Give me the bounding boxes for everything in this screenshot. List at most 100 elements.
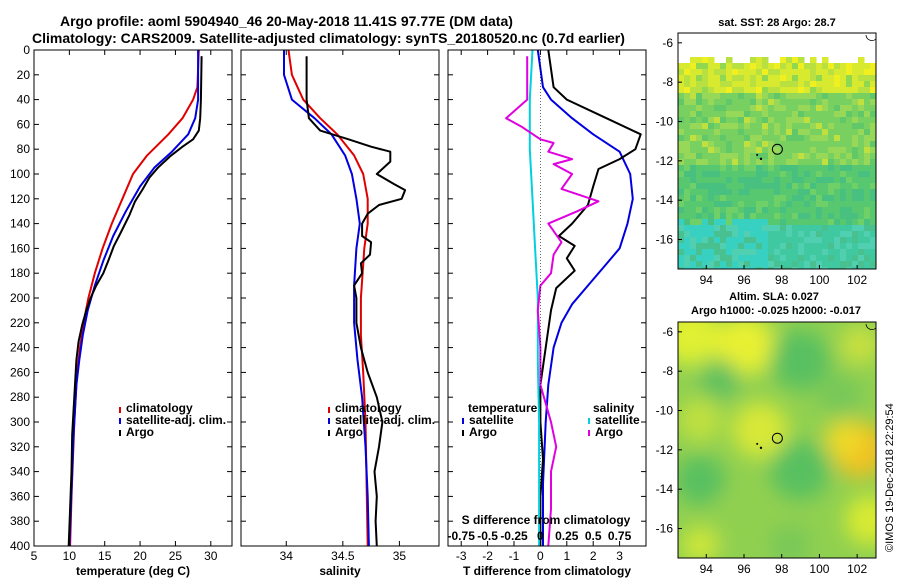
- sst-cell: [702, 75, 709, 82]
- sst-cell: [690, 57, 697, 64]
- sst-cell: [798, 57, 805, 64]
- sst-cell: [798, 123, 805, 130]
- sst-cell: [816, 183, 823, 190]
- sst-cell: [720, 261, 727, 268]
- sst-cell: [858, 147, 865, 154]
- sst-cell: [762, 201, 769, 208]
- sst-cell: [792, 201, 799, 208]
- sst-cell: [804, 93, 811, 100]
- sst-cell: [768, 75, 775, 82]
- sst-cell: [858, 117, 865, 124]
- sst-cell: [762, 81, 769, 88]
- sst-cell: [720, 153, 727, 160]
- sst-cell: [858, 105, 865, 112]
- sst-cell: [720, 75, 727, 82]
- sst-cell: [762, 99, 769, 106]
- sst-cell: [792, 195, 799, 202]
- sst-cell: [774, 237, 781, 244]
- sst-cell: [792, 129, 799, 136]
- sst-cell: [696, 111, 703, 118]
- credit-text: ©IMOS 19-Dec-2018 22:29:54: [884, 403, 896, 552]
- sst-cell: [780, 111, 787, 118]
- legend-temperature-heading: temperature: [468, 401, 538, 415]
- sst-cell: [714, 267, 721, 269]
- sst-cell: [750, 213, 757, 220]
- y-tick-label: 180: [10, 266, 30, 280]
- temperature-axes-frame: [33, 49, 233, 547]
- difference-s-xlabel: S difference from climatology: [462, 513, 631, 527]
- sst-cell: [870, 213, 876, 220]
- sst-cell: [732, 69, 739, 76]
- temperature-ticks: 5 10 15 20 25 3002040608010012014016018020022…: [10, 43, 232, 563]
- sst-cell: [834, 105, 841, 112]
- sst-cell: [846, 117, 853, 124]
- sst-cell: [750, 231, 757, 238]
- sst-cell: [714, 201, 721, 208]
- sst-cell: [798, 81, 805, 88]
- sst-cell: [804, 201, 811, 208]
- sst-cell: [732, 201, 739, 208]
- sst-cell: [744, 141, 751, 148]
- sst-cell: [684, 189, 691, 196]
- sst-cell: [750, 129, 757, 136]
- sst-cell: [702, 267, 709, 269]
- sst-cell: [678, 267, 685, 269]
- sst-cell: [744, 237, 751, 244]
- sst-cell: [702, 249, 709, 256]
- sst-cell: [702, 105, 709, 112]
- y-tick-label: 80: [17, 142, 31, 156]
- sst-cell: [702, 225, 709, 232]
- sst-cell: [834, 147, 841, 154]
- sst-cell: [858, 75, 865, 82]
- sst-cell: [846, 171, 853, 178]
- sla-heatmap: [678, 322, 876, 558]
- sst-cell: [744, 171, 751, 178]
- sst-cell: [744, 201, 751, 208]
- sst-cell: [834, 249, 841, 256]
- sst-cell: [750, 189, 757, 196]
- sst-cell: [804, 153, 811, 160]
- sst-cell: [762, 123, 769, 130]
- sst-cell: [708, 183, 715, 190]
- sst-cell: [696, 201, 703, 208]
- sst-cell: [870, 63, 876, 70]
- s-tick-label: -0.5: [477, 529, 498, 543]
- sst-cell: [720, 249, 727, 256]
- series-line-temperature-argo: [539, 50, 642, 546]
- sst-cell: [816, 219, 823, 226]
- sst-cell: [738, 105, 745, 112]
- sst-cell: [828, 213, 835, 220]
- sst-cell: [786, 189, 793, 196]
- sst-cell: [828, 207, 835, 214]
- sst-cell: [864, 69, 871, 76]
- x-tick-label: -2: [482, 549, 493, 563]
- sst-cell: [858, 261, 865, 268]
- map-y-tick-label: -14: [656, 482, 674, 496]
- map-x-tick-label: 94: [700, 273, 714, 287]
- sla-blob: [845, 495, 876, 545]
- sst-cell: [858, 207, 865, 214]
- sst-cell: [678, 153, 685, 160]
- sst-cell: [810, 267, 817, 269]
- map-x-tick-label: 102: [847, 273, 867, 287]
- y-tick-label: 400: [10, 539, 30, 553]
- sla-blob: [825, 420, 865, 460]
- sst-cell: [732, 177, 739, 184]
- sst-cell: [714, 69, 721, 76]
- sst-cell: [738, 87, 745, 94]
- sst-cell: [690, 93, 697, 100]
- sst-cell: [792, 69, 799, 76]
- sst-cell: [708, 189, 715, 196]
- sst-cell: [690, 231, 697, 238]
- sst-cell: [720, 165, 727, 172]
- sst-cell: [870, 153, 876, 160]
- sst-cell: [774, 93, 781, 100]
- sst-cell: [744, 213, 751, 220]
- sst-cell: [684, 165, 691, 172]
- map-y-tick-label: -6: [662, 36, 673, 50]
- sst-cell: [696, 231, 703, 238]
- sst-cell: [684, 63, 691, 70]
- sst-cell: [720, 87, 727, 94]
- sst-cell: [714, 117, 721, 124]
- x-tick-label: 10: [63, 549, 77, 563]
